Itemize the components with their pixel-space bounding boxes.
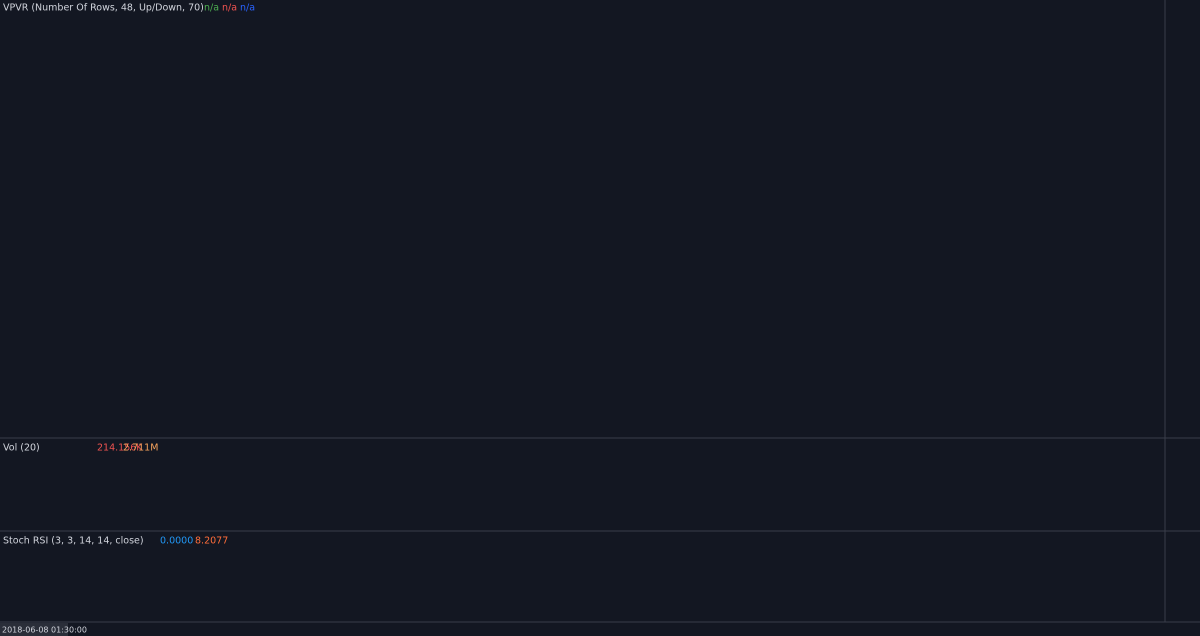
start-date: 2018-06-08 01:30:00 [2,626,87,635]
stoch-d-value: 8.2077 [195,536,228,547]
vpvr-value: n/a [204,3,219,14]
stoch-k-value: 0.0000 [160,536,193,547]
vpvr-title: VPVR (Number Of Rows, 48, Up/Down, 70) [3,3,204,14]
vpvr-value: n/a [222,3,237,14]
vol-ma-value: 2.711M [123,443,158,454]
vol-value: 214.156K [97,443,143,454]
date-badge [0,623,68,636]
vol-title: Vol (20) [3,443,40,454]
vpvr-value: n/a [240,3,255,14]
stoch-title: Stoch RSI (3, 3, 14, 14, close) [3,536,144,547]
